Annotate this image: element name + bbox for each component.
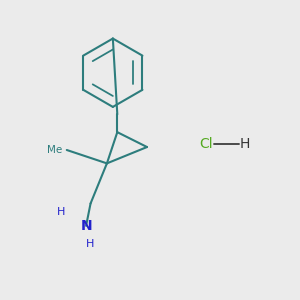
Text: N: N xyxy=(80,219,92,233)
Text: Cl: Cl xyxy=(200,137,213,151)
Text: H: H xyxy=(86,238,95,249)
Text: H: H xyxy=(57,207,65,218)
Text: Me: Me xyxy=(47,145,62,155)
Text: H: H xyxy=(240,137,250,151)
